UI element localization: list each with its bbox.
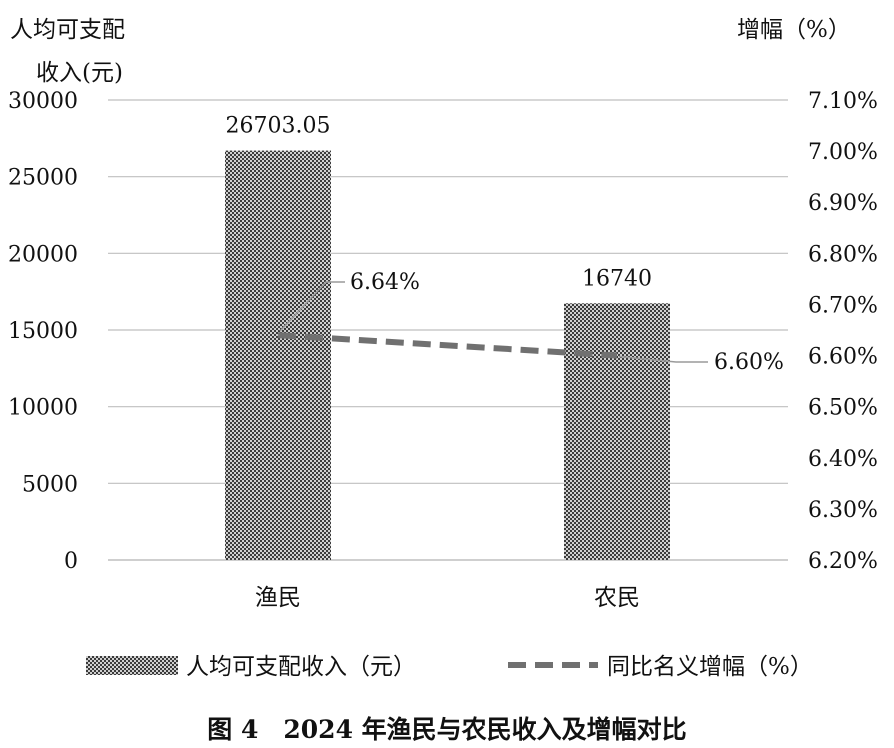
x-axis-categories: 渔民 农民	[255, 585, 640, 611]
line-value-label: 6.60%	[714, 350, 784, 375]
bar-series: 26703.05 16740	[225, 114, 670, 561]
y-left-tick-label: 0	[64, 549, 78, 574]
y-right-tick-label: 6.90%	[808, 191, 878, 216]
line-value-label: 6.64%	[350, 270, 420, 295]
y-left-tick-label: 5000	[22, 472, 78, 497]
y-right-tick-label: 6.70%	[808, 293, 878, 318]
y-axis-right-title: 增幅（%）	[737, 17, 851, 43]
y-left-tick-label: 20000	[8, 242, 78, 267]
bar-value-label: 26703.05	[226, 114, 331, 139]
y-right-tick-label: 6.80%	[808, 242, 878, 267]
y-right-tick-label: 6.30%	[808, 498, 878, 523]
y-right-tick-label: 6.60%	[808, 345, 878, 370]
y-right-tick-label: 6.40%	[808, 447, 878, 472]
growth-line	[277, 332, 618, 359]
y-axis-right-ticks: 7.10% 7.00% 6.90% 6.80% 6.70% 6.60% 6.50% 6.40%…	[808, 89, 878, 574]
y-axis-left-title-line1: 人均可支配	[10, 17, 125, 43]
x-category-label: 农民	[594, 585, 640, 611]
legend-bar-swatch	[86, 656, 178, 675]
line-label-leader	[618, 355, 708, 363]
legend-bar-label: 人均可支配收入（元）	[186, 654, 416, 680]
line-series: 6.64% 6.60%	[277, 270, 784, 375]
y-right-tick-label: 7.10%	[808, 89, 878, 114]
gridlines	[108, 99, 788, 484]
bar	[564, 303, 670, 560]
figure-caption: 图 4 2024 年渔民与农民收入及增幅对比	[207, 715, 686, 744]
x-category-label: 渔民	[255, 585, 301, 611]
y-axis-left-ticks: 30000 25000 20000 15000 10000 5000 0	[8, 89, 78, 574]
y-left-tick-label: 10000	[8, 396, 78, 421]
line-label-leader	[279, 281, 345, 332]
legend: 人均可支配收入（元） 同比名义增幅（%）	[86, 654, 813, 680]
y-left-tick-label: 25000	[8, 166, 78, 191]
y-right-tick-label: 6.20%	[808, 549, 878, 574]
legend-line-label: 同比名义增幅（%）	[607, 654, 813, 680]
y-left-tick-label: 15000	[8, 319, 78, 344]
y-right-tick-label: 7.00%	[808, 140, 878, 165]
bar-value-label: 16740	[582, 266, 652, 291]
y-left-tick-label: 30000	[8, 89, 78, 114]
bar	[225, 150, 331, 561]
y-right-tick-label: 6.50%	[808, 396, 878, 421]
y-axis-left-title-line2: 收入(元)	[36, 60, 123, 86]
